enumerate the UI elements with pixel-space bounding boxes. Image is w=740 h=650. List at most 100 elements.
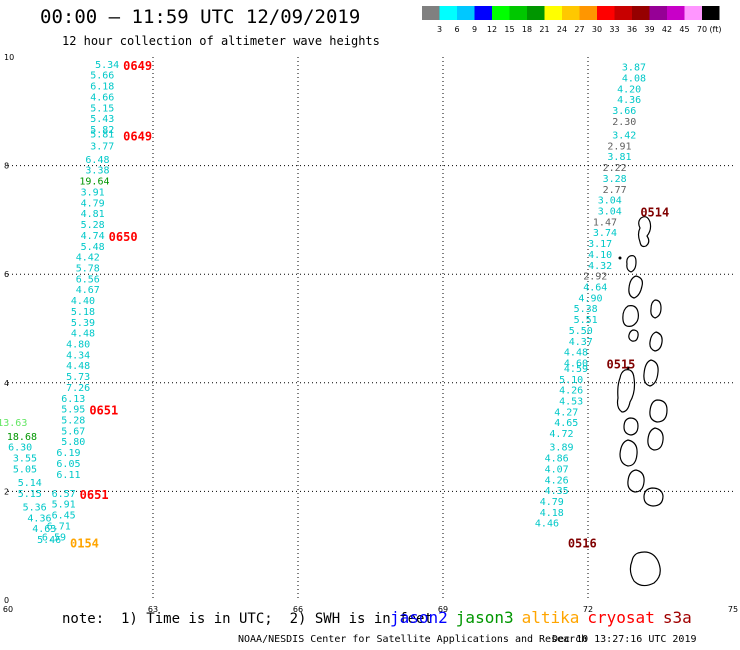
wave-height-label: 5.46 [37, 535, 61, 546]
wave-height-label: 2.22 [603, 163, 627, 174]
wave-height-label: 3.87 [622, 63, 646, 74]
wave-height-label: 5.66 [90, 71, 114, 82]
colorbar-tick-label: 6 [454, 25, 459, 34]
wave-height-label: 4.32 [588, 261, 612, 272]
wave-height-label: 4.79 [540, 497, 564, 508]
wave-height-label: 4.66 [90, 92, 114, 103]
colorbar-tick-label: 42 [662, 25, 672, 34]
pass-time-label: 0649 [123, 129, 152, 143]
legend-entry-altika: altika [521, 608, 580, 627]
colorbar-swatch [527, 6, 545, 20]
wave-height-label: 6.48 [85, 155, 109, 166]
wave-height-label: 4.35 [545, 486, 569, 497]
colorbar-tick-label: 27 [574, 25, 584, 34]
wave-height-label: 3.17 [588, 239, 612, 250]
wave-height-label: 4.59 [564, 364, 588, 375]
pass-time-label: 0515 [607, 358, 636, 372]
wave-height-label: 5.38 [574, 304, 598, 315]
wave-height-label: 3.77 [90, 141, 114, 152]
colorbar-tick-label: 3 [437, 25, 442, 34]
y-tick-label: 8 [4, 162, 9, 171]
wave-height-label: 4.74 [81, 231, 105, 242]
x-tick-label: 75 [728, 605, 738, 614]
legend-entry-jason3: jason3 [455, 608, 514, 627]
wave-height-label: 3.04 [598, 196, 622, 207]
wave-height-label: 5.81 [90, 129, 114, 140]
pass-time-label: 0154 [70, 537, 99, 551]
wave-height-label: 4.07 [545, 464, 569, 475]
wave-height-label: 5.95 [61, 405, 85, 416]
wave-height-label: 3.38 [85, 166, 109, 177]
wave-height-label: 4.90 [578, 293, 602, 304]
wave-height-label: 3.74 [593, 228, 617, 239]
colorbar-swatch [649, 6, 667, 20]
wave-height-label: 5.18 [71, 307, 95, 318]
x-tick-label: 72 [583, 605, 593, 614]
footer-generated-date: Dec 10 13:27:16 UTC 2019 [552, 634, 697, 645]
colorbar-tick-label: 30 [592, 25, 602, 34]
colorbar-swatch [579, 6, 597, 20]
color-scale-legend: 3 6 9 12 15 18 21 24 27 30 33 36 39 42 45 70 (ft) [422, 6, 722, 34]
wave-height-label: 5.28 [61, 416, 85, 427]
colorbar-unit-label: (ft) [709, 25, 721, 34]
wave-height-label: 4.64 [583, 282, 607, 293]
wave-height-label: 2.30 [612, 117, 636, 128]
colorbar-swatch [544, 6, 562, 20]
wave-height-label: 6.56 [76, 274, 100, 285]
wave-height-label: 4.65 [554, 418, 578, 429]
wave-height-label: 5.82 [90, 125, 114, 136]
wave-height-label: 3.55 [13, 454, 37, 465]
pass-time-label: 0651 [89, 404, 118, 418]
wave-height-label: 2.77 [603, 185, 627, 196]
grid-lines [8, 57, 733, 600]
wave-height-label: 4.67 [76, 285, 100, 296]
colorbar-swatch [702, 6, 720, 20]
colorbar-tick-label: 45 [679, 25, 689, 34]
wave-height-label: 3.28 [603, 174, 627, 185]
legend-entry-s3a: s3a [662, 608, 692, 627]
wave-height-label: 5.05 [13, 464, 37, 475]
wave-height-label: 1.47 [593, 217, 617, 228]
x-tick-label: 63 [148, 605, 158, 614]
wave-height-label: 5.28 [81, 220, 105, 231]
colorbar-swatch [457, 6, 475, 20]
wave-height-label: 5.67 [61, 426, 85, 437]
colorbar-tick-label: 9 [472, 25, 477, 34]
colorbar-swatch [439, 6, 457, 20]
wave-height-label: 4.42 [76, 253, 100, 264]
wave-height-label: 6.45 [52, 511, 76, 522]
wave-height-label: 3.42 [612, 130, 636, 141]
wave-height-label: 4.26 [559, 386, 583, 397]
colorbar-tick-label: 18 [522, 25, 532, 34]
colorbar-swatch [632, 6, 650, 20]
wave-height-label: 18.68 [7, 432, 37, 443]
wave-height-label: 4.37 [569, 337, 593, 348]
wave-height-label: 5.43 [90, 114, 114, 125]
colorbar-swatch [562, 6, 580, 20]
pass-time-label: 0514 [640, 205, 669, 219]
colorbar-tick-label: 15 [504, 25, 514, 34]
wave-height-label: 4.79 [81, 198, 105, 209]
colorbar-swatch [422, 6, 440, 20]
wave-height-label: 5.36 [23, 502, 47, 513]
wave-height-label: 4.80 [66, 340, 90, 351]
coastline-island-chain [616, 216, 668, 587]
colorbar-swatch [684, 6, 702, 20]
legend-entry-cryosat: cryosat [587, 608, 655, 627]
wave-height-label: 5.51 [574, 315, 598, 326]
wave-height-label: 6.59 [42, 532, 66, 543]
wave-height-label: 4.46 [535, 519, 559, 530]
colorbar-swatch [597, 6, 615, 20]
colorbar-swatch [667, 6, 685, 20]
colorbar-tick-label: 33 [609, 25, 619, 34]
wave-height-label: 6.71 [47, 521, 71, 532]
legend-entry-jason2: jason2 [390, 608, 448, 627]
pass-time-label: 0651 [80, 488, 109, 502]
wave-height-label: 4.27 [554, 407, 578, 418]
wave-height-label: 4.26 [545, 475, 569, 486]
wave-height-label: 5.39 [71, 318, 95, 329]
y-tick-label: 2 [4, 487, 9, 496]
colorbar-tick-label: 70 [697, 25, 707, 34]
wave-height-label: 4.81 [81, 209, 105, 220]
wave-height-label: 13.63 [0, 418, 27, 429]
